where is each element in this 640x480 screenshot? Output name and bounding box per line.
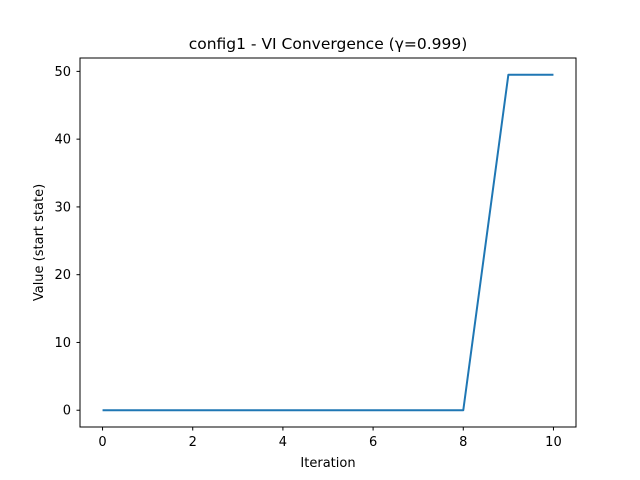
x-tick-label: 2 bbox=[189, 435, 197, 450]
plot-area-frame bbox=[79, 57, 577, 428]
y-axis-label: Value (start state) bbox=[32, 184, 47, 301]
x-tick-label: 10 bbox=[545, 435, 562, 450]
y-tick-label: 30 bbox=[54, 200, 71, 215]
series-layer bbox=[102, 73, 554, 412]
y-tick-label: 40 bbox=[54, 133, 71, 148]
x-tick-label: 6 bbox=[369, 435, 377, 450]
y-tick-label: 10 bbox=[54, 336, 71, 351]
x-tick-label: 0 bbox=[98, 435, 106, 450]
y-tick-label: 0 bbox=[63, 404, 71, 419]
y-axis-ticks: 0 10 20 30 40 50 bbox=[54, 65, 80, 419]
chart-title: config1 - VI Convergence (γ=0.999) bbox=[189, 35, 468, 53]
x-axis-label: Iteration bbox=[300, 456, 355, 471]
y-tick-label: 50 bbox=[54, 65, 71, 80]
x-tick-label: 4 bbox=[279, 435, 287, 450]
y-tick-label: 20 bbox=[54, 268, 71, 283]
series-line bbox=[102, 73, 554, 412]
x-axis-ticks: 0 2 4 6 8 10 bbox=[98, 427, 562, 450]
x-tick-label: 8 bbox=[459, 435, 467, 450]
